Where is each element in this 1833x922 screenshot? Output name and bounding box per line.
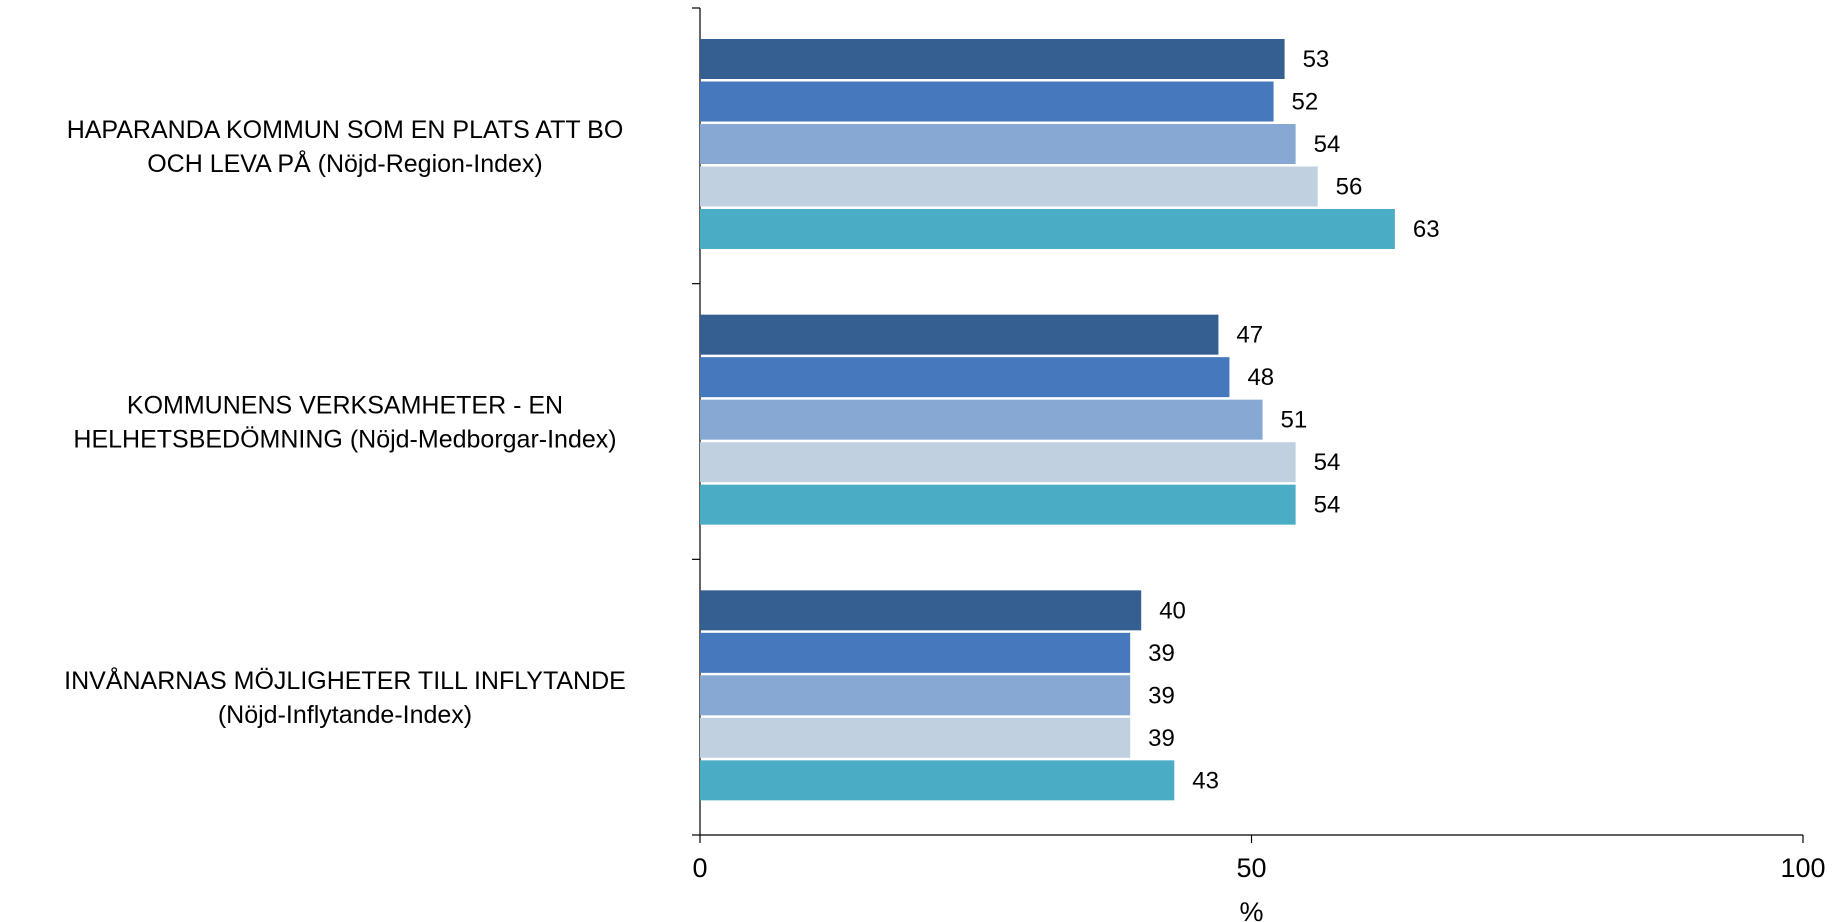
category-label: KOMMUNENS VERKSAMHETER - EN HELHETSBEDÖMN… [73,392,616,454]
data-label: 48 [1247,364,1274,391]
data-label: 39 [1148,640,1175,667]
data-label: 53 [1303,46,1330,73]
data-label: 63 [1413,216,1440,243]
bar [700,717,1131,758]
bar [700,357,1230,398]
chart-labels: 0 50 100 HAPARANDA KOMMUN SOM EN PLATS ATT … [64,46,1825,883]
bar [700,39,1285,79]
bar [700,166,1318,207]
data-label: 56 [1336,174,1363,201]
category-label-line: (Nöjd-Inflytande-Index) [218,701,472,729]
data-label: 51 [1281,407,1308,434]
data-label: 54 [1314,492,1341,519]
category-label-line: HAPARANDA KOMMUN SOM EN PLATS ATT BO [67,116,624,144]
x-tick-label: 100 [1780,853,1825,883]
bar [700,209,1395,249]
bar [700,399,1263,440]
bar [700,590,1142,631]
category-label-line: OCH LEVA PÅ (Nöjd-Region-Index) [147,148,543,178]
x-tick-label: 0 [692,853,707,883]
category-label-line: INVÅNARNAS MÖJLIGHETER TILL INFLYTANDE [64,665,626,695]
data-label: 40 [1159,597,1186,624]
x-tick-label: 50 [1236,853,1266,883]
data-label: 52 [1292,89,1319,116]
category-label-line: KOMMUNENS VERKSAMHETER - EN [127,392,563,420]
bar [700,124,1296,164]
data-label: 39 [1148,725,1175,752]
chart-bars [700,39,1395,801]
data-label: 47 [1236,322,1263,349]
bar [700,484,1296,525]
x-axis-title: % [1239,897,1263,922]
category-label-line: HELHETSBEDÖMNING (Nöjd-Medborgar-Index) [73,426,616,454]
category-label: INVÅNARNAS MÖJLIGHETER TILL INFLYTANDE (N… [64,665,626,729]
bar [700,314,1219,355]
data-label: 54 [1314,131,1341,158]
category-label: HAPARANDA KOMMUN SOM EN PLATS ATT BO OCH … [67,116,624,178]
bar [700,675,1131,716]
data-label: 39 [1148,682,1175,709]
bar [700,442,1296,483]
bar [700,81,1274,122]
data-label: 54 [1314,449,1341,476]
bar [700,760,1175,801]
data-label: 43 [1192,767,1219,794]
bar [700,632,1131,673]
